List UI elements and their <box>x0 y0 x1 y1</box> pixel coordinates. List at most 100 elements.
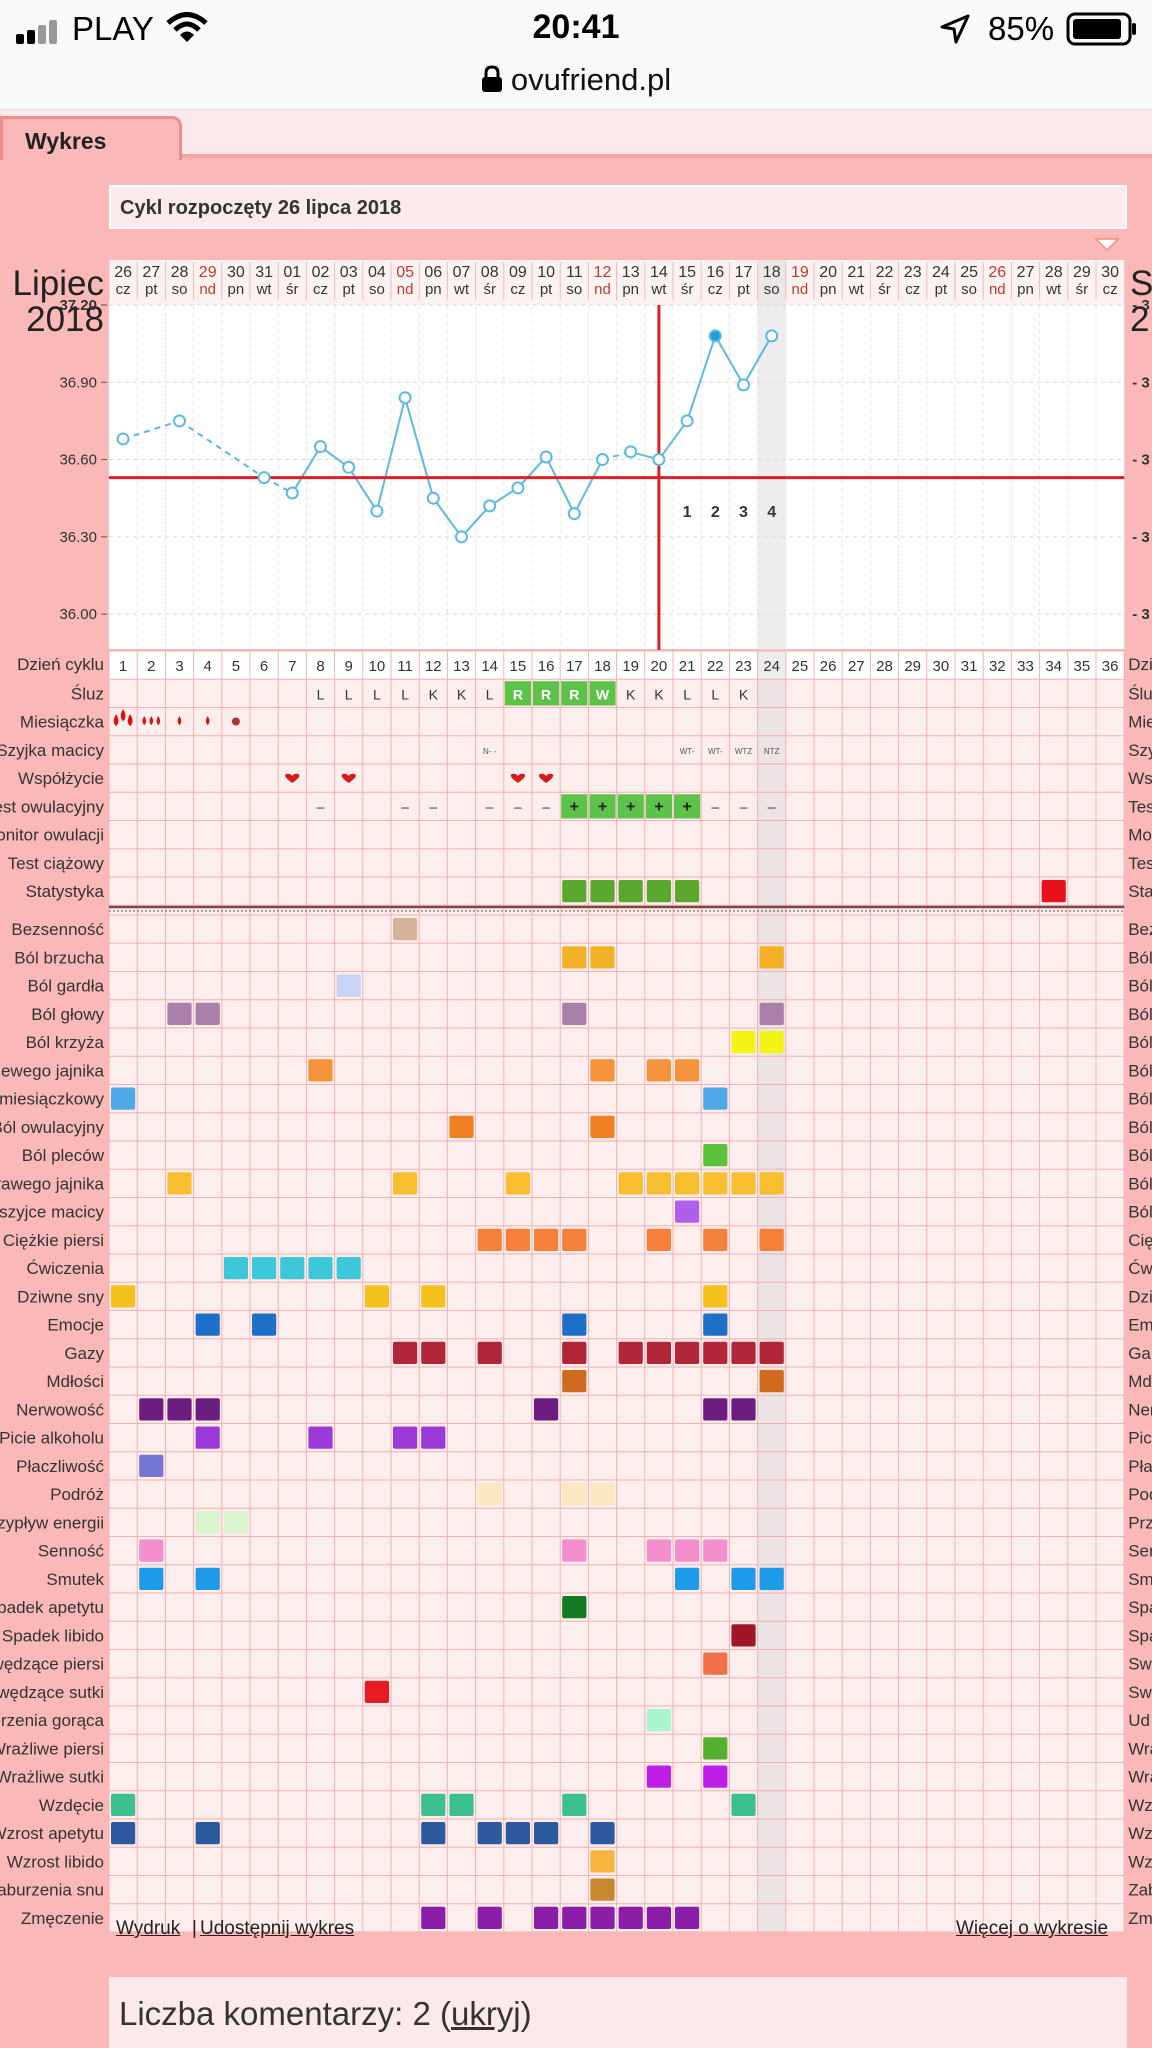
row-label-right: Cię <box>1128 1231 1152 1250</box>
row-label-right: Ból <box>1128 1090 1152 1109</box>
temperature-point[interactable] <box>680 414 694 428</box>
ovulation-test-mark: + <box>654 798 663 815</box>
cycle-day-number: 8 <box>316 658 324 675</box>
temperature-point[interactable] <box>765 329 779 343</box>
share-chart-link[interactable]: Udostępnij wykres <box>200 1918 355 1939</box>
symptom-mark <box>252 1257 277 1280</box>
temperature-point[interactable] <box>596 453 609 467</box>
symptom-mark <box>223 1511 248 1534</box>
symptom-mark <box>562 1793 587 1816</box>
symptom-mark <box>195 1313 220 1336</box>
temperature-point[interactable] <box>370 504 384 518</box>
row-label-symptom: Wzrost apetytu <box>0 1824 104 1843</box>
row-label-symptom: Ból gardła <box>27 977 104 996</box>
cycle-day-number: 9 <box>345 658 353 675</box>
dropdown-arrow-icon[interactable] <box>1094 237 1120 253</box>
temperature-point[interactable] <box>426 491 440 505</box>
temperature-point[interactable] <box>652 453 666 467</box>
symptom-mark <box>759 1031 784 1054</box>
temperature-point[interactable] <box>737 378 750 392</box>
temperature-point[interactable] <box>342 460 356 474</box>
temperature-point[interactable] <box>314 440 327 454</box>
temperature-point[interactable] <box>511 481 525 495</box>
mucus-mark: R <box>541 686 551 702</box>
date-label: 19 <box>791 264 809 281</box>
cycle-day-number: 7 <box>288 658 296 675</box>
row-label-symptom: Swędzące sutki <box>0 1683 104 1702</box>
symptom-mark <box>590 1115 615 1138</box>
row-label-right: Md <box>1128 1372 1152 1391</box>
blood-drop-icon <box>156 716 161 726</box>
temperature-point[interactable] <box>398 391 412 405</box>
temperature-segment <box>517 456 547 489</box>
row-label-symptom: Smutek <box>46 1570 104 1589</box>
print-link[interactable]: Wydruk <box>116 1918 181 1939</box>
temperature-point[interactable] <box>567 507 581 521</box>
row-label-symptom: Wrażliwe sutki <box>0 1768 104 1787</box>
tab-wykres[interactable]: Wykres <box>0 116 182 160</box>
symptom-mark <box>562 1228 587 1251</box>
row-label-right: Spa <box>1128 1598 1152 1617</box>
symptom-mark <box>139 1454 164 1477</box>
temperature-point[interactable] <box>173 414 186 428</box>
temperature-point[interactable] <box>539 450 553 464</box>
row-label-right: Ser <box>1128 1542 1152 1561</box>
temperature-point[interactable] <box>285 486 299 500</box>
row-label-right: Dzi <box>1128 655 1152 674</box>
symptom-mark <box>421 1426 446 1449</box>
symptom-mark <box>449 1793 474 1816</box>
cycle-day-number: 25 <box>792 658 809 675</box>
symptom-mark <box>646 1709 671 1732</box>
mucus-fertile-cell <box>589 681 616 706</box>
weekday-label: wt <box>1045 281 1062 298</box>
date-label: 06 <box>424 264 442 281</box>
temperature-point[interactable] <box>257 471 271 485</box>
cycle-day-number: 36 <box>1102 658 1119 675</box>
row-label-right: Sw <box>1128 1655 1152 1674</box>
symptom-mark <box>505 1228 530 1251</box>
temperature-point[interactable] <box>624 445 638 459</box>
weekday-label: śr <box>483 281 496 298</box>
address-bar[interactable]: ovufriend.pl <box>0 60 1152 110</box>
date-label: 22 <box>876 264 894 281</box>
y-tick-label-right: - 3 <box>1132 374 1150 391</box>
symptom-mark <box>252 1313 277 1336</box>
cervix-mark: WTZ <box>735 747 752 756</box>
row-label-right: Wra <box>1128 1739 1152 1758</box>
temperature-point[interactable] <box>483 499 497 513</box>
symptom-mark <box>703 1144 728 1167</box>
temperature-segment <box>291 446 322 494</box>
hide-comments-link[interactable]: ukryj <box>450 1995 521 2032</box>
row-label-symptom: Emocje <box>47 1316 104 1335</box>
cycle-header: Cykl rozpoczęty 26 lipca 2018 <box>109 185 1127 229</box>
symptom-mark <box>562 1539 587 1562</box>
cervix-mark: WT- <box>708 747 723 756</box>
row-label-symptom: Ból prawego jajnika <box>0 1174 105 1193</box>
signal-icon <box>16 20 57 44</box>
battery-icon <box>1066 12 1136 46</box>
date-label: 08 <box>481 264 499 281</box>
symptom-mark <box>534 1822 559 1845</box>
weekday-label: nd <box>792 281 809 298</box>
temperature-point[interactable] <box>455 530 468 544</box>
weekday-label: nd <box>199 281 216 298</box>
row-label-right: Sw <box>1128 1683 1152 1702</box>
y-tick-label-right: - 3 <box>1132 606 1150 623</box>
cycle-day-number: 10 <box>369 658 386 675</box>
row-label-symptom: Wzdęcie <box>39 1796 104 1815</box>
symptom-mark <box>646 1228 671 1251</box>
symptom-mark <box>195 1398 220 1421</box>
symptom-mark <box>646 1765 671 1788</box>
weekday-label: cz <box>708 281 723 298</box>
more-about-chart-link[interactable]: Więcej o wykresie <box>956 1918 1109 1939</box>
date-label: 02 <box>312 264 330 281</box>
temperature-point[interactable] <box>708 329 722 343</box>
blood-drop-icon <box>127 714 133 727</box>
temperature-segment <box>375 397 407 512</box>
symptom-mark <box>477 1822 502 1845</box>
row-label-right: Wra <box>1128 1768 1152 1787</box>
symptom-mark <box>675 1567 700 1590</box>
temperature-point[interactable] <box>116 432 130 446</box>
row-label-right: Mie <box>1128 713 1152 732</box>
cervix-mark: N- - <box>483 747 497 756</box>
